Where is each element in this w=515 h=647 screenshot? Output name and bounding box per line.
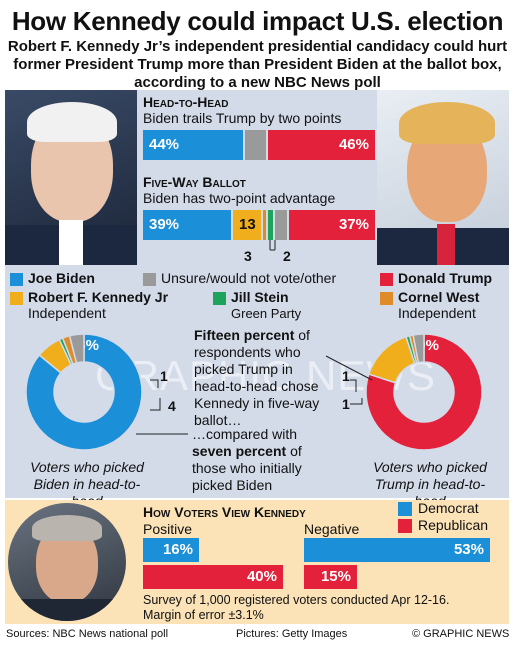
- trump-photo: [377, 90, 509, 265]
- donut-slice-unsure-would-not-vote-other: [68, 333, 85, 364]
- view-bar-republican-positive: 40%: [143, 565, 283, 589]
- trump-note-bold: Fifteen percent: [194, 327, 295, 343]
- legend-west: Cornel West: [398, 289, 480, 305]
- five-way-bar: 39% 13 37%: [143, 210, 375, 240]
- biden-kennedy-note: …compared with seven percent of those wh…: [192, 426, 322, 494]
- view-positive-label: Positive: [143, 521, 193, 537]
- legend-stein-sub: Green Party: [231, 306, 302, 321]
- footer-pictures: Pictures: Getty Images: [236, 628, 348, 640]
- bar-segment-joe-biden: 39%: [143, 210, 231, 240]
- donut-slice-joe-biden: [25, 333, 143, 451]
- five-way-leaders: [269, 240, 276, 251]
- legend-kennedy: Robert F. Kennedy Jr: [28, 289, 169, 305]
- legend-biden: Joe Biden: [28, 270, 95, 286]
- head-to-head-desc: Biden trails Trump by two points: [143, 110, 342, 126]
- legend-kennedy-swatch: [10, 292, 23, 305]
- page-title: How Kennedy could impact U.S. election: [11, 6, 504, 36]
- legend-unsure-swatch: [143, 273, 156, 286]
- page-subtitle: Robert F. Kennedy Jr’s independent presi…: [7, 38, 508, 91]
- legend-kennedy-sub: Independent: [28, 305, 106, 321]
- legend-west-sub: Independent: [398, 305, 476, 321]
- legend-trump: Donald Trump: [398, 270, 493, 286]
- five-way-desc: Biden has two-point advantage: [143, 190, 336, 206]
- biden-note-rest: of those who initially picked Biden: [192, 443, 302, 493]
- five-way-west-label: 2: [283, 248, 291, 264]
- head-to-head-bar: 44% 46%: [143, 130, 375, 160]
- view-legend-dem-swatch: [398, 502, 412, 516]
- legend-trump-swatch: [380, 273, 393, 286]
- view-legend-rep: Republican: [418, 517, 489, 533]
- trump-donut-west-label: 1: [342, 396, 350, 412]
- legend-unsure: Unsure/would not vote/other: [161, 270, 337, 286]
- survey-note: Survey of 1,000 registered voters conduc…: [143, 593, 450, 622]
- bar-segment-joe-biden: 44%: [143, 130, 243, 160]
- bar-segment-jill-stein: [268, 210, 273, 240]
- five-way-stein-label: 3: [244, 248, 252, 264]
- trump-donut-chart: 80%: [365, 333, 483, 451]
- bar-segment-donald-trump: 46%: [268, 130, 375, 160]
- biden-donut-unsure-label: 4: [168, 398, 176, 414]
- footer-credit: © GRAPHIC NEWS: [412, 628, 510, 640]
- view-legend-dem: Democrat: [418, 500, 479, 516]
- biden-donut-chart: 86%: [25, 333, 143, 451]
- legend-stein-swatch: [213, 292, 226, 305]
- bar-segment-unsure-would-not-vote-other: [275, 210, 287, 240]
- trump-donut-stein-label: 1: [342, 368, 350, 384]
- kennedy-photo: [8, 503, 126, 621]
- biden-note-pre: …compared with: [192, 426, 298, 442]
- view-heading: How Voters View Kennedy: [143, 504, 306, 520]
- donut-slice-unsure-would-not-vote-other: [412, 333, 425, 364]
- trump-note-rest: of respondents who picked Trump in head-…: [194, 327, 320, 428]
- donut-slice-donald-trump: [365, 333, 483, 451]
- view-bar-republican-negative: 15%: [304, 565, 357, 589]
- biden-donut-stein-label: 1: [160, 368, 168, 384]
- view-bar-democrat-positive: 16%: [143, 538, 199, 562]
- five-way-heading: Five-Way Ballot: [143, 174, 246, 190]
- bar-segment-robert-f-kennedy-jr: 13: [233, 210, 261, 240]
- trump-kennedy-note: Fifteen percent of respondents who picke…: [194, 327, 328, 429]
- head-to-head-heading: Head-to-Head: [143, 94, 229, 110]
- view-legend-rep-swatch: [398, 519, 412, 533]
- bar-segment-unsure-would-not-vote-other: [245, 130, 266, 160]
- legend-biden-swatch: [10, 273, 23, 286]
- footer-sources: Sources: NBC News national poll: [6, 628, 169, 640]
- view-negative-label: Negative: [304, 521, 360, 537]
- bar-segment-donald-trump: 37%: [289, 210, 375, 240]
- biden-photo: [5, 90, 137, 265]
- legend-stein: Jill Stein: [231, 289, 289, 305]
- biden-note-bold: seven percent: [192, 443, 287, 459]
- legend-west-swatch: [380, 292, 393, 305]
- view-bar-democrat-negative: 53%: [304, 538, 490, 562]
- bar-segment-cornel-west: [263, 210, 266, 240]
